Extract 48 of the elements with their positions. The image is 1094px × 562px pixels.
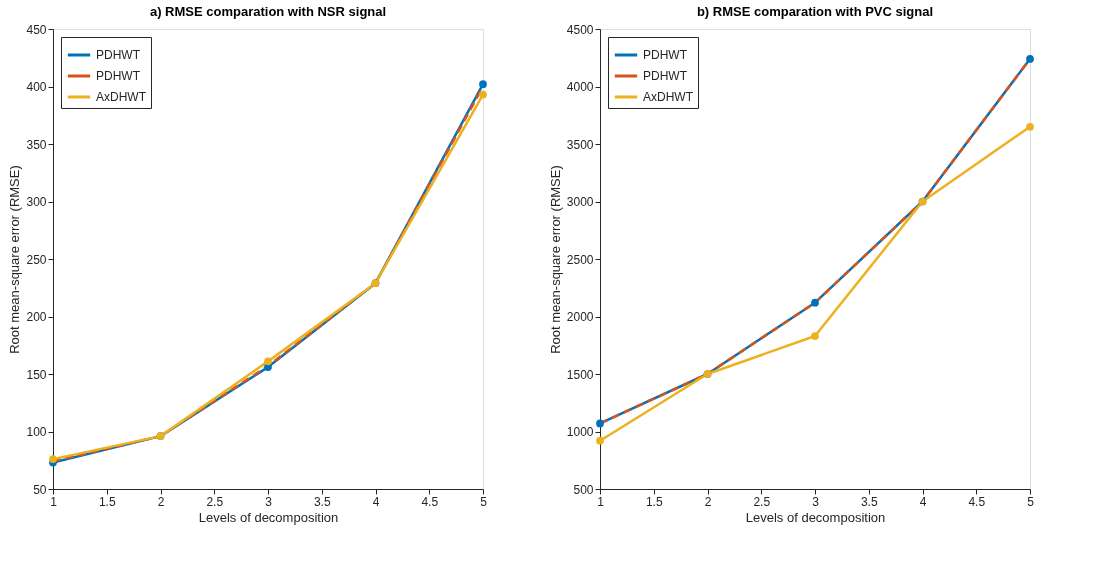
legend-label: PDHWT	[643, 48, 688, 62]
legend-label: AxDHWT	[643, 90, 694, 104]
y-tick-label: 250	[26, 252, 47, 267]
y-axis-title: Root mean-square error (RMSE)	[547, 165, 563, 354]
y-tick-label: 400	[26, 80, 47, 94]
x-tick-label: 2.5	[206, 494, 224, 509]
x-tick-label: 4.5	[968, 494, 986, 509]
y-tick-label: 3000	[566, 195, 594, 209]
x-tick-label: 2	[157, 494, 165, 509]
x-tick-label: 1.5	[645, 494, 663, 509]
x-tick-label: 3	[812, 494, 820, 509]
y-tick-label: 150	[26, 367, 47, 382]
x-tick-label: 3.5	[860, 494, 878, 509]
y-tick-label: 500	[573, 482, 594, 497]
legend-label: PDHWT	[96, 48, 141, 62]
y-axis-title: Root mean-square error (RMSE)	[7, 165, 23, 354]
x-tick-label: 2.5	[753, 494, 771, 509]
legend-label: AxDHWT	[96, 90, 147, 104]
x-tick-label: 4.5	[421, 494, 439, 509]
x-tick-label: 4	[372, 494, 380, 509]
x-tick-label: 4	[919, 494, 927, 509]
legend-label: PDHWT	[643, 69, 688, 83]
chart-title: b) RMSE comparation with PVC signal	[696, 4, 934, 19]
y-tick-label: 2500	[566, 252, 594, 267]
x-axis-title: Levels of decomposition	[198, 509, 339, 525]
x-tick-label: 1	[50, 494, 58, 509]
y-tick-label: 3500	[566, 137, 594, 152]
y-tick-label: 200	[26, 310, 47, 324]
y-tick-label: 450	[26, 22, 47, 37]
x-axis-title: Levels of decomposition	[745, 509, 886, 525]
legend-label: PDHWT	[96, 69, 141, 83]
y-tick-label: 350	[26, 137, 47, 152]
chart-title: a) RMSE comparation with NSR signal	[149, 4, 387, 19]
x-tick-label: 2	[704, 494, 712, 509]
y-tick-label: 300	[26, 195, 47, 209]
y-tick-label: 100	[26, 425, 47, 439]
x-tick-label: 5	[480, 494, 488, 509]
y-tick-label: 1500	[566, 367, 594, 382]
x-tick-label: 3.5	[313, 494, 331, 509]
x-tick-label: 3	[265, 494, 273, 509]
y-tick-label: 2000	[566, 310, 594, 324]
y-tick-label: 4000	[566, 80, 594, 94]
y-tick-label: 4500	[566, 22, 594, 37]
x-tick-label: 1	[597, 494, 605, 509]
x-tick-label: 1.5	[98, 494, 116, 509]
y-tick-label: 1000	[566, 425, 594, 439]
x-tick-label: 5	[1027, 494, 1035, 509]
y-tick-label: 50	[33, 482, 47, 497]
